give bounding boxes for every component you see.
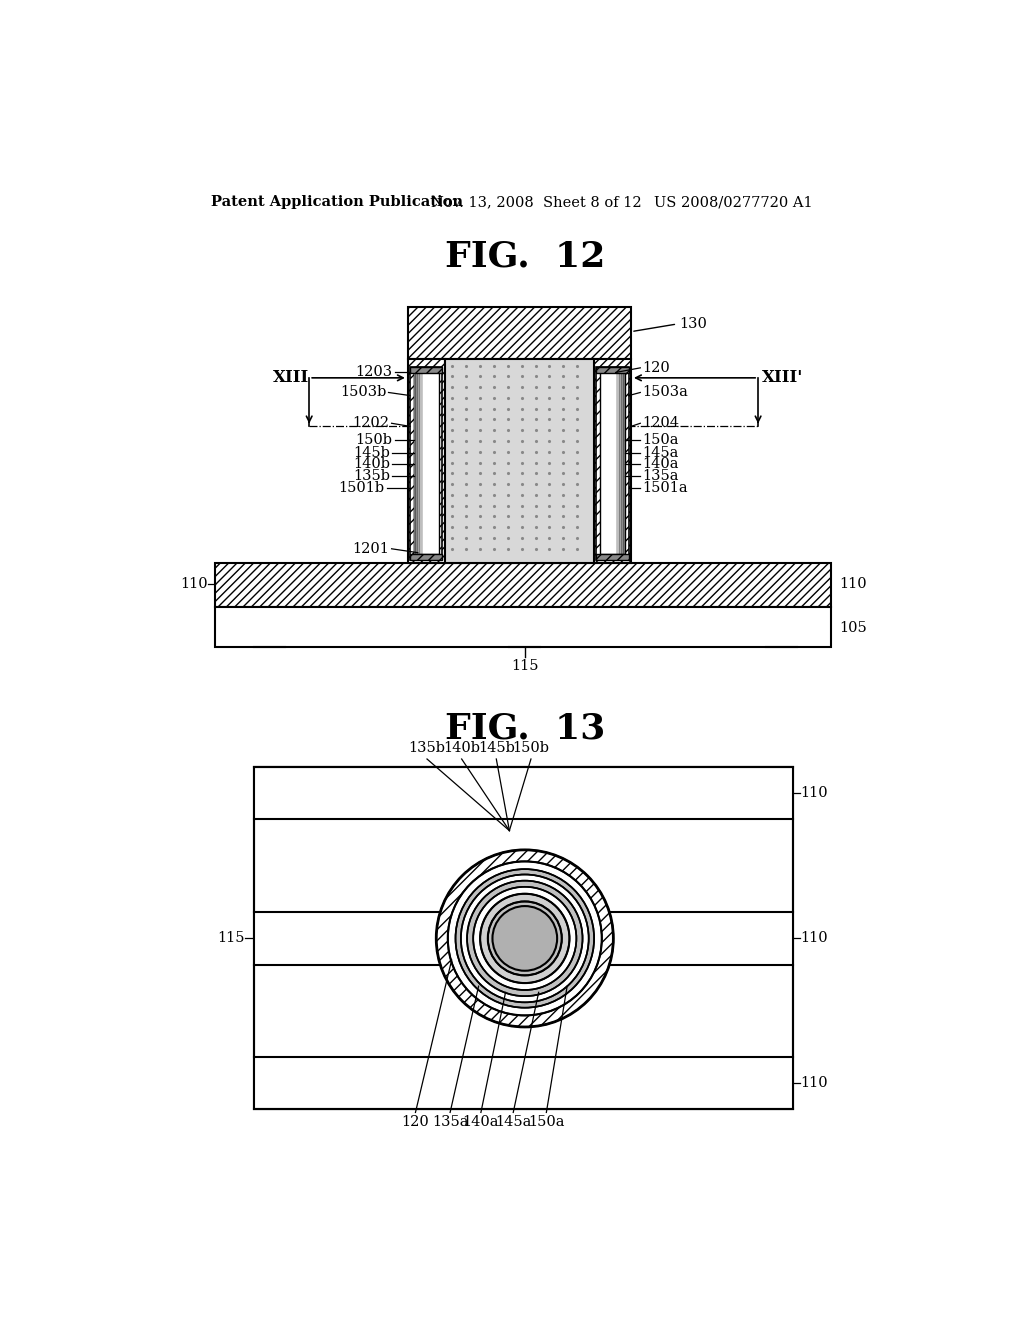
Bar — [410, 554, 442, 560]
Text: 110: 110 — [801, 1076, 828, 1090]
Text: Patent Application Publication: Patent Application Publication — [211, 195, 464, 210]
Bar — [254, 767, 793, 1109]
Text: 115: 115 — [511, 659, 539, 673]
Bar — [444, 359, 594, 562]
Text: 145b: 145b — [478, 741, 515, 755]
Text: 1503a: 1503a — [643, 385, 688, 400]
Text: 135b: 135b — [409, 741, 445, 755]
Ellipse shape — [461, 875, 589, 1002]
Bar — [410, 367, 442, 560]
Ellipse shape — [493, 906, 557, 970]
Text: 135a: 135a — [643, 469, 679, 483]
Text: 1501b: 1501b — [339, 480, 385, 495]
Text: 120: 120 — [643, 360, 671, 375]
Bar — [408, 359, 444, 562]
Bar — [596, 367, 629, 374]
Bar — [621, 370, 623, 554]
Text: 145a: 145a — [495, 1114, 531, 1129]
Bar — [596, 554, 629, 560]
Text: 140a: 140a — [463, 1114, 499, 1129]
Bar — [416, 370, 418, 554]
Text: 115: 115 — [217, 932, 245, 945]
Bar — [596, 367, 629, 560]
Bar — [414, 370, 416, 554]
Text: 110: 110 — [180, 577, 208, 591]
Ellipse shape — [467, 880, 583, 997]
Ellipse shape — [456, 869, 594, 1007]
Text: 150b: 150b — [512, 741, 550, 755]
Ellipse shape — [487, 902, 562, 975]
Bar — [215, 607, 831, 647]
Text: 1203: 1203 — [355, 366, 392, 379]
Bar — [414, 367, 438, 554]
Bar — [600, 367, 625, 554]
Text: FIG.  12: FIG. 12 — [444, 239, 605, 273]
Text: 110: 110 — [839, 577, 866, 591]
Text: US 2008/0277720 A1: US 2008/0277720 A1 — [654, 195, 813, 210]
Text: 150a: 150a — [643, 433, 679, 447]
Text: 110: 110 — [801, 785, 828, 800]
Text: 105: 105 — [839, 622, 866, 635]
Bar — [254, 767, 793, 1109]
Text: 140a: 140a — [643, 457, 679, 471]
Bar — [408, 308, 631, 359]
Text: 140b: 140b — [353, 457, 390, 471]
Text: 1204: 1204 — [643, 416, 680, 430]
Text: 135a: 135a — [432, 1114, 468, 1129]
Text: 145b: 145b — [353, 446, 390, 459]
Bar — [254, 1057, 793, 1109]
Bar — [410, 367, 442, 374]
Text: 140b: 140b — [443, 741, 480, 755]
Text: 120: 120 — [401, 1114, 429, 1129]
Text: 150a: 150a — [528, 1114, 564, 1129]
Bar — [254, 767, 793, 818]
Text: 1202: 1202 — [352, 416, 389, 430]
Text: 135b: 135b — [353, 469, 390, 483]
Bar — [594, 359, 631, 562]
Bar — [418, 370, 420, 554]
Ellipse shape — [473, 887, 577, 990]
Bar — [623, 370, 625, 554]
Text: 145a: 145a — [643, 446, 679, 459]
Text: 150b: 150b — [355, 433, 392, 447]
Bar — [617, 370, 620, 554]
Ellipse shape — [480, 894, 569, 983]
Text: XIII: XIII — [273, 370, 309, 387]
Text: 1503b: 1503b — [340, 385, 386, 400]
Ellipse shape — [447, 862, 602, 1015]
Bar — [408, 308, 631, 359]
Text: 130: 130 — [680, 317, 708, 331]
Bar — [215, 562, 831, 607]
Text: Nov. 13, 2008  Sheet 8 of 12: Nov. 13, 2008 Sheet 8 of 12 — [431, 195, 641, 210]
Bar — [420, 370, 422, 554]
Text: XIII': XIII' — [762, 370, 804, 387]
Ellipse shape — [436, 850, 613, 1027]
Text: 110: 110 — [801, 932, 828, 945]
Text: 1201: 1201 — [352, 541, 389, 556]
Text: FIG.  13: FIG. 13 — [444, 711, 605, 746]
Bar — [620, 370, 621, 554]
Bar — [254, 912, 793, 965]
Text: 1501a: 1501a — [643, 480, 688, 495]
